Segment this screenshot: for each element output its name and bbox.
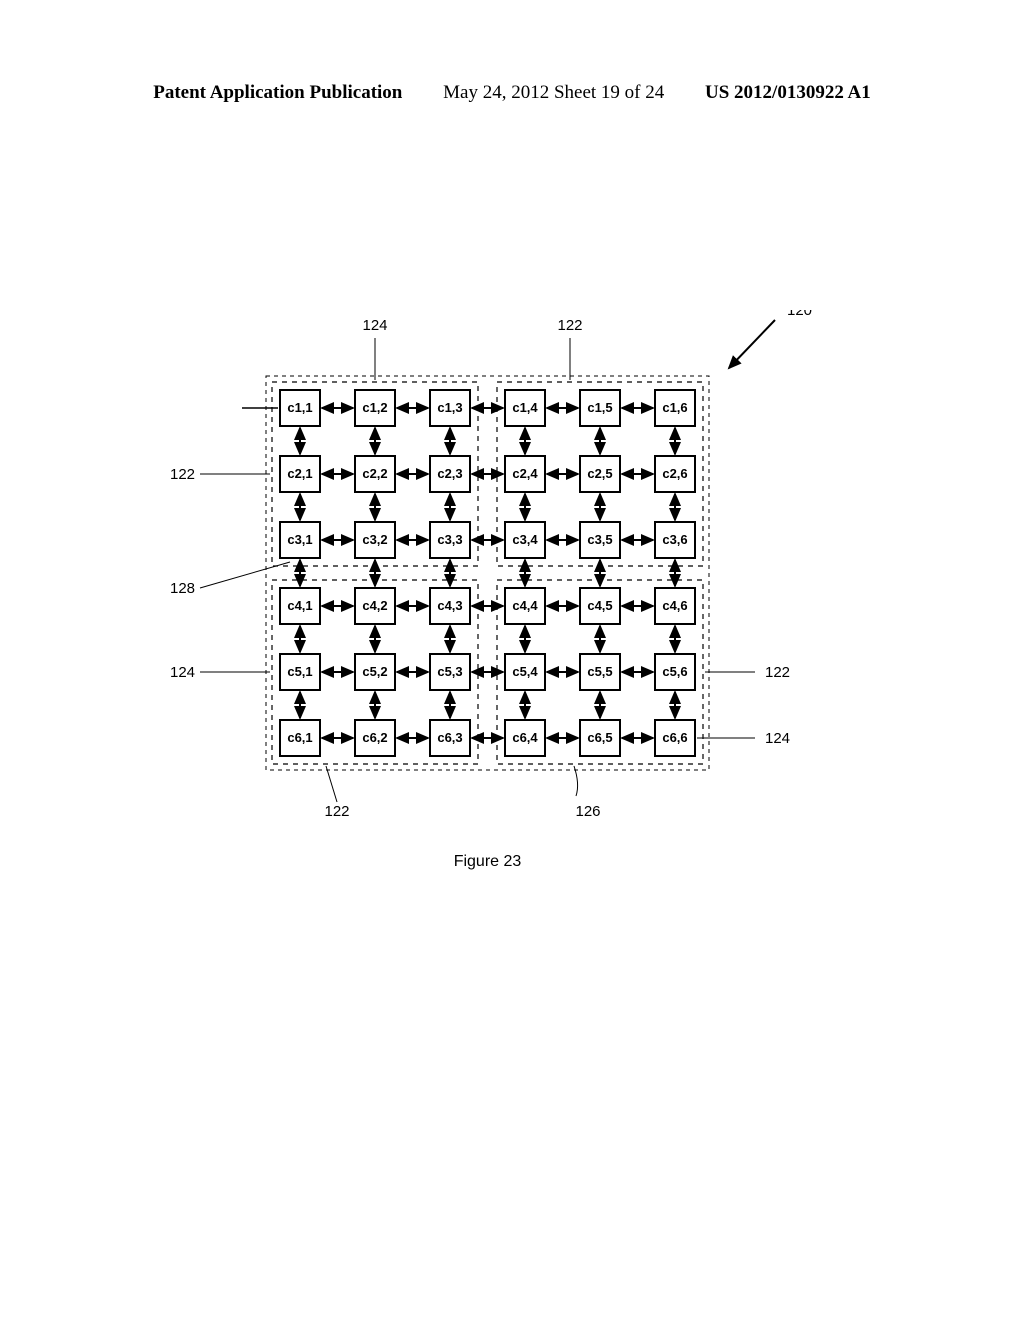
cell-label-5-3: c5,3 [437,664,462,679]
ref-122-left: 122 [170,466,195,483]
cell-label-1-5: c1,5 [587,400,612,415]
cell-label-1-3: c1,3 [437,400,462,415]
page-header: Patent Application Publication May 24, 2… [0,82,1024,104]
cell-label-4-5: c4,5 [587,598,612,613]
cell-label-6-6: c6,6 [662,730,687,745]
header-right: US 2012/0130922 A1 [705,82,871,104]
figure-container: c1,1 c1,2 c1,3 c1,4 c1,5 c1,6 c2,1 c2,2 c2,3 c2,4… [100,310,920,975]
outer-block [266,376,709,770]
cell-label-3-3: c3,3 [437,532,462,547]
cell-label-3-2: c3,2 [362,532,387,547]
cell-label-6-2: c6,2 [362,730,387,745]
cell-label-2-6: c2,6 [662,466,687,481]
cell-label-6-3: c6,3 [437,730,462,745]
cell-label-3-5: c3,5 [587,532,612,547]
cell-label-4-1: c4,1 [287,598,312,613]
cell-label-2-2: c2,2 [362,466,387,481]
ref-124-top: 124 [362,317,387,334]
cell-label-6-4: c6,4 [512,730,538,745]
cell-label-5-4: c5,4 [512,664,538,679]
cell-label-5-5: c5,5 [587,664,612,679]
ref-120: 120 [787,310,812,319]
cell-label-4-3: c4,3 [437,598,462,613]
cell-label-6-5: c6,5 [587,730,612,745]
leader-122-bottom [326,766,337,802]
cell-label-2-1: c2,1 [287,466,312,481]
cell-label-3-4: c3,4 [512,532,538,547]
ref-128: 128 [170,580,195,597]
leader-120 [729,320,775,368]
cell-label-4-4: c4,4 [512,598,538,613]
cell-label-2-3: c2,3 [437,466,462,481]
cell-label-2-5: c2,5 [587,466,612,481]
cell-label-5-2: c5,2 [362,664,387,679]
ref-122-top: 122 [557,317,582,334]
figure-caption: Figure 23 [454,853,522,870]
cell-label-4-6: c4,6 [662,598,687,613]
cell-label-5-1: c5,1 [287,664,312,679]
cell-label-3-6: c3,6 [662,532,687,547]
ref-122-right: 122 [765,664,790,681]
cell-label-1-1: c1,1 [287,400,312,415]
ref-122-bottom: 122 [324,803,349,820]
cell-label-1-2: c1,2 [362,400,387,415]
header-mid: May 24, 2012 Sheet 19 of 24 [443,82,664,104]
ref-124-left: 124 [170,664,195,681]
cell-label-3-1: c3,1 [287,532,312,547]
cell-label-2-4: c2,4 [512,466,538,481]
figure-svg: c1,1 c1,2 c1,3 c1,4 c1,5 c1,6 c2,1 c2,2 c2,3 c2,4… [100,310,920,970]
ref-126: 126 [575,803,600,820]
ref-124-right: 124 [765,730,790,747]
cell-label-6-1: c6,1 [287,730,312,745]
cell-label-5-6: c5,6 [662,664,687,679]
leader-128 [200,562,290,588]
cell-label-1-6: c1,6 [662,400,687,415]
cell-label-1-4: c1,4 [512,400,538,415]
cell-label-4-2: c4,2 [362,598,387,613]
header-left: Patent Application Publication [153,82,402,104]
